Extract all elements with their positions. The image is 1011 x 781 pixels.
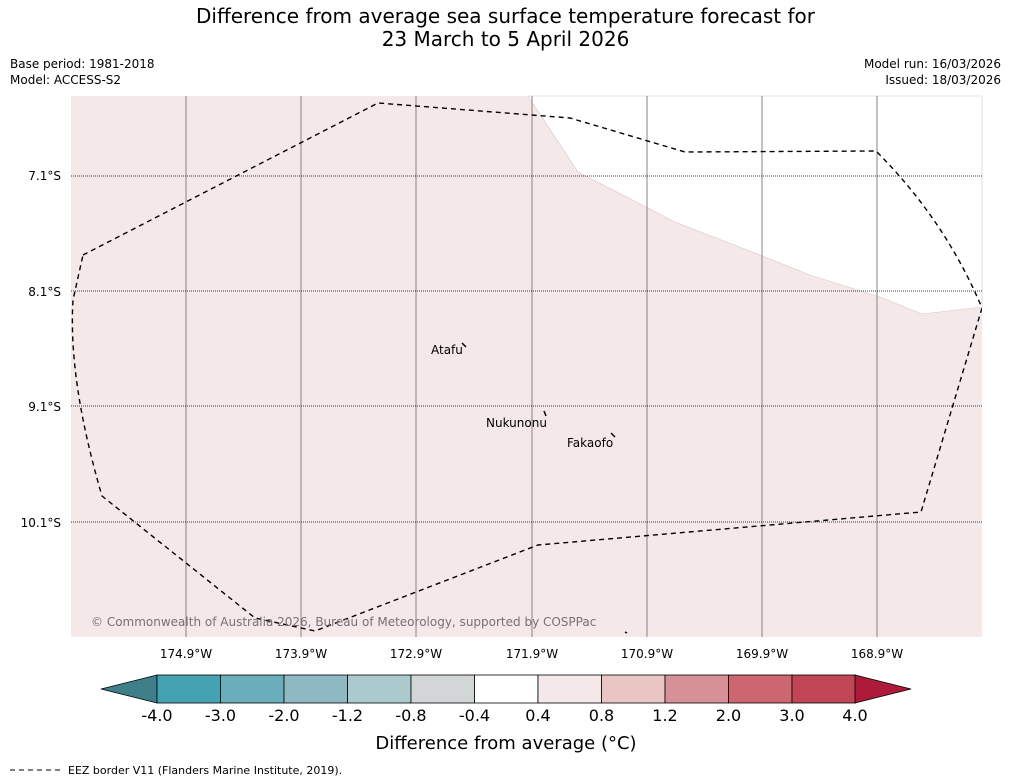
colorbar-tick: 2.0 <box>716 706 741 725</box>
colorbar-segment <box>474 674 539 704</box>
meta-left: Base period: 1981-2018 Model: ACCESS-S2 <box>10 56 155 88</box>
title-line-2: 23 March to 5 April 2026 <box>381 27 630 51</box>
meridian-gridlines <box>185 96 878 637</box>
meta-right: Model run: 16/03/2026 Issued: 18/03/2026 <box>864 56 1001 88</box>
eez-border <box>71 102 982 632</box>
colorbar-tick: 3.0 <box>779 706 804 725</box>
colorbar-segment <box>537 674 602 704</box>
colorbar-segment <box>347 674 412 704</box>
place-fakaofo: Fakaofo <box>567 436 613 450</box>
model-run: Model run: 16/03/2026 <box>863 57 1001 71</box>
colorbar-segment <box>410 674 475 704</box>
colorbar-segment <box>601 674 666 704</box>
issued-date: Issued: 18/03/2026 <box>885 73 1001 87</box>
colorbar-tick: -0.4 <box>459 706 490 725</box>
colorbar-segment <box>664 674 729 704</box>
colorbar-segments <box>156 674 856 704</box>
colorbar-lower-extension <box>100 674 158 704</box>
colorbar: -4.0 -3.0 -2.0 -1.2 -0.8 -0.4 0.4 0.8 1.… <box>100 674 912 754</box>
lat-label: 8.1°S <box>28 285 61 299</box>
place-nukunonu: Nukunonu <box>486 416 547 430</box>
model-name: Model: ACCESS-S2 <box>10 73 122 87</box>
colorbar-segment <box>220 674 285 704</box>
colorbar-tick: -1.2 <box>332 706 363 725</box>
colorbar-ticks: -4.0 -3.0 -2.0 -1.2 -0.8 -0.4 0.4 0.8 1.… <box>141 706 867 725</box>
colorbar-upper-extension <box>854 674 912 704</box>
colorbar-segment <box>156 674 221 704</box>
colorbar-tick: 0.4 <box>525 706 550 725</box>
lon-label: 172.9°W <box>390 647 442 661</box>
lon-label: 169.9°W <box>736 647 788 661</box>
colorbar-segment <box>283 674 348 704</box>
lon-label: 168.9°W <box>851 647 903 661</box>
colorbar-tick: -4.0 <box>141 706 172 725</box>
latitude-labels: 7.1°S 8.1°S 9.1°S 10.1°S <box>21 169 61 530</box>
colorbar-segment <box>728 674 793 704</box>
eez-legend-text: EEZ border V11 (Flanders Marine Institut… <box>68 764 342 777</box>
lat-label: 7.1°S <box>28 169 61 183</box>
base-period: Base period: 1981-2018 <box>10 57 155 71</box>
lon-label: 174.9°W <box>160 647 212 661</box>
colorbar-tick: 4.0 <box>842 706 867 725</box>
map-title: Difference from average sea surface temp… <box>0 5 1011 51</box>
colorbar-tick: -0.8 <box>395 706 426 725</box>
colorbar-segment <box>791 674 856 704</box>
no-anomaly-region <box>527 95 983 315</box>
colorbar-tick: 0.8 <box>589 706 614 725</box>
longitude-labels: 174.9°W 173.9°W 172.9°W 171.9°W 170.9°W … <box>160 647 903 661</box>
lon-label: 171.9°W <box>506 647 558 661</box>
lat-label: 10.1°S <box>21 516 61 530</box>
place-atafu: Atafu <box>431 343 463 357</box>
colorbar-tick: 1.2 <box>652 706 677 725</box>
colorbar-tick: -3.0 <box>205 706 236 725</box>
lon-label: 170.9°W <box>621 647 673 661</box>
nukunonu-island <box>543 410 547 417</box>
island-marker <box>624 631 628 634</box>
fakaofo-island <box>610 432 616 438</box>
lon-label: 173.9°W <box>275 647 327 661</box>
colorbar-tick: -2.0 <box>268 706 299 725</box>
colorbar-label: Difference from average (°C) <box>375 733 636 754</box>
copyright-notice: © Commonwealth of Australia 2026, Bureau… <box>91 615 596 629</box>
title-line-1: Difference from average sea surface temp… <box>195 4 815 28</box>
atafu-island <box>461 342 467 348</box>
lat-label: 9.1°S <box>28 400 61 414</box>
